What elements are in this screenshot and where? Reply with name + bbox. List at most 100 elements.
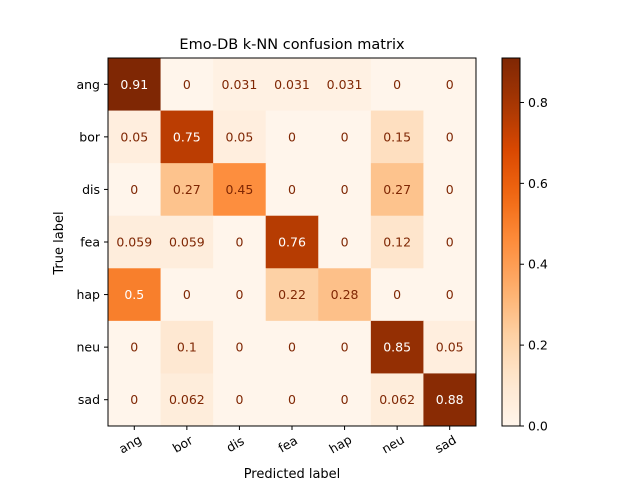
heatmap-cell [318, 215, 372, 269]
cell-value-label: 0 [183, 287, 191, 302]
cell-value-label: 0.5 [124, 287, 144, 302]
cell-value-label: 0 [288, 340, 296, 355]
heatmap-cell [213, 110, 267, 164]
cell-value-label: 0.05 [226, 129, 254, 144]
cell-value-label: 0 [235, 287, 243, 302]
heatmap-cell [213, 215, 267, 269]
heatmap-cell [265, 58, 319, 112]
cell-value-label: 0.88 [436, 392, 464, 407]
heatmap-cell [213, 373, 267, 427]
cell-value-label: 0.059 [169, 234, 205, 249]
heatmap-cell [370, 163, 424, 217]
cell-value-label: 0 [446, 129, 454, 144]
cell-value-label: 0.031 [222, 77, 258, 92]
heatmap-cell [160, 320, 214, 374]
heatmap-cell [423, 215, 477, 269]
colorbar-gradient [501, 57, 521, 427]
heatmap-cell [108, 110, 162, 164]
cell-value-label: 0 [341, 340, 349, 355]
cell-value-label: 0 [130, 340, 138, 355]
heatmap-cell [423, 58, 477, 112]
heatmap-cell [370, 373, 424, 427]
cell-value-label: 0.05 [436, 340, 464, 355]
cell-value-label: 0.15 [383, 129, 411, 144]
heatmap-cells [108, 58, 477, 427]
y-axis-label: True label [52, 211, 67, 275]
cell-value-label: 0 [341, 182, 349, 197]
heatmap-cell [108, 163, 162, 217]
heatmap-cell [213, 268, 267, 322]
y-tick-label: neu [76, 340, 100, 355]
heatmap-cell [265, 373, 319, 427]
cell-value-label: 0.031 [327, 77, 363, 92]
cell-value-label: 0.12 [383, 234, 411, 249]
heatmap-cell [108, 268, 162, 322]
heatmap-cell [423, 110, 477, 164]
heatmap-cell [423, 268, 477, 322]
cell-value-label: 0 [288, 129, 296, 144]
y-tick-label: hap [76, 287, 100, 302]
heatmap-cell [370, 320, 424, 374]
heatmap-cell [160, 373, 214, 427]
y-tick-label: ang [76, 77, 100, 92]
heatmap-cell [265, 110, 319, 164]
heatmap-cell [265, 163, 319, 217]
heatmap-cell [318, 320, 372, 374]
heatmap-cell [370, 268, 424, 322]
cell-value-label: 0.28 [331, 287, 359, 302]
x-axis-label: Predicted label [244, 467, 341, 480]
heatmap-cell [213, 58, 267, 112]
heatmap-cell [265, 268, 319, 322]
y-tick-label: bor [79, 129, 101, 144]
cell-value-label: 0 [446, 234, 454, 249]
cell-value-label: 0 [130, 392, 138, 407]
colorbar: 0.0 0.2 0.4 0.6 0.8 [501, 57, 548, 433]
colorbar-tick-label: 0.4 [528, 257, 548, 272]
heatmap-cell [370, 110, 424, 164]
heatmap-cell [318, 268, 372, 322]
y-tick-label: dis [82, 182, 100, 197]
cell-value-label: 0 [446, 287, 454, 302]
y-axis-ticks: ang bor dis fea hap neu sad [76, 77, 108, 407]
cell-value-label: 0.91 [120, 77, 148, 92]
heatmap-cell [213, 163, 267, 217]
cell-value-label: 0 [288, 392, 296, 407]
cell-value-label: 0.75 [173, 129, 201, 144]
heatmap-cell [370, 58, 424, 112]
cell-value-label: 0.76 [278, 234, 306, 249]
y-tick-label: sad [78, 392, 100, 407]
heatmap-cell [213, 320, 267, 374]
cell-value-label: 0 [235, 234, 243, 249]
heatmap-cell [318, 373, 372, 427]
cell-value-labels: 0.91 0 0.031 0.031 0.031 0 0 0.05 0.75 0.05 0 0 0.15… [116, 77, 463, 407]
heatmap-cell [318, 58, 372, 112]
cell-value-label: 0 [235, 392, 243, 407]
heatmap-cell [265, 215, 319, 269]
cell-value-label: 0 [130, 182, 138, 197]
cell-value-label: 0 [393, 77, 401, 92]
heatmap-cell [160, 58, 214, 112]
cell-value-label: 0.062 [379, 392, 415, 407]
heatmap-cell [108, 215, 162, 269]
heatmap-cell [265, 320, 319, 374]
cell-value-label: 0.062 [169, 392, 205, 407]
heatmap-cell [108, 58, 162, 112]
colorbar-tick-label: 0.6 [528, 176, 548, 191]
heatmap-cell [423, 163, 477, 217]
colorbar-tick-label: 0.8 [528, 95, 548, 110]
chart-title: Emo-DB k-NN confusion matrix [179, 37, 405, 53]
cell-value-label: 0 [341, 234, 349, 249]
cell-value-label: 0 [393, 287, 401, 302]
heatmap-cell [160, 215, 214, 269]
cell-value-label: 0 [288, 182, 296, 197]
cell-value-label: 0 [341, 392, 349, 407]
cell-value-label: 0 [446, 77, 454, 92]
heatmap-cell [160, 268, 214, 322]
heatmap-cell [160, 163, 214, 217]
cell-value-label: 0.27 [173, 182, 201, 197]
cell-value-label: 0.05 [120, 129, 148, 144]
heatmap-cell [318, 163, 372, 217]
heatmap-cell [370, 215, 424, 269]
heatmap-cell [108, 373, 162, 427]
